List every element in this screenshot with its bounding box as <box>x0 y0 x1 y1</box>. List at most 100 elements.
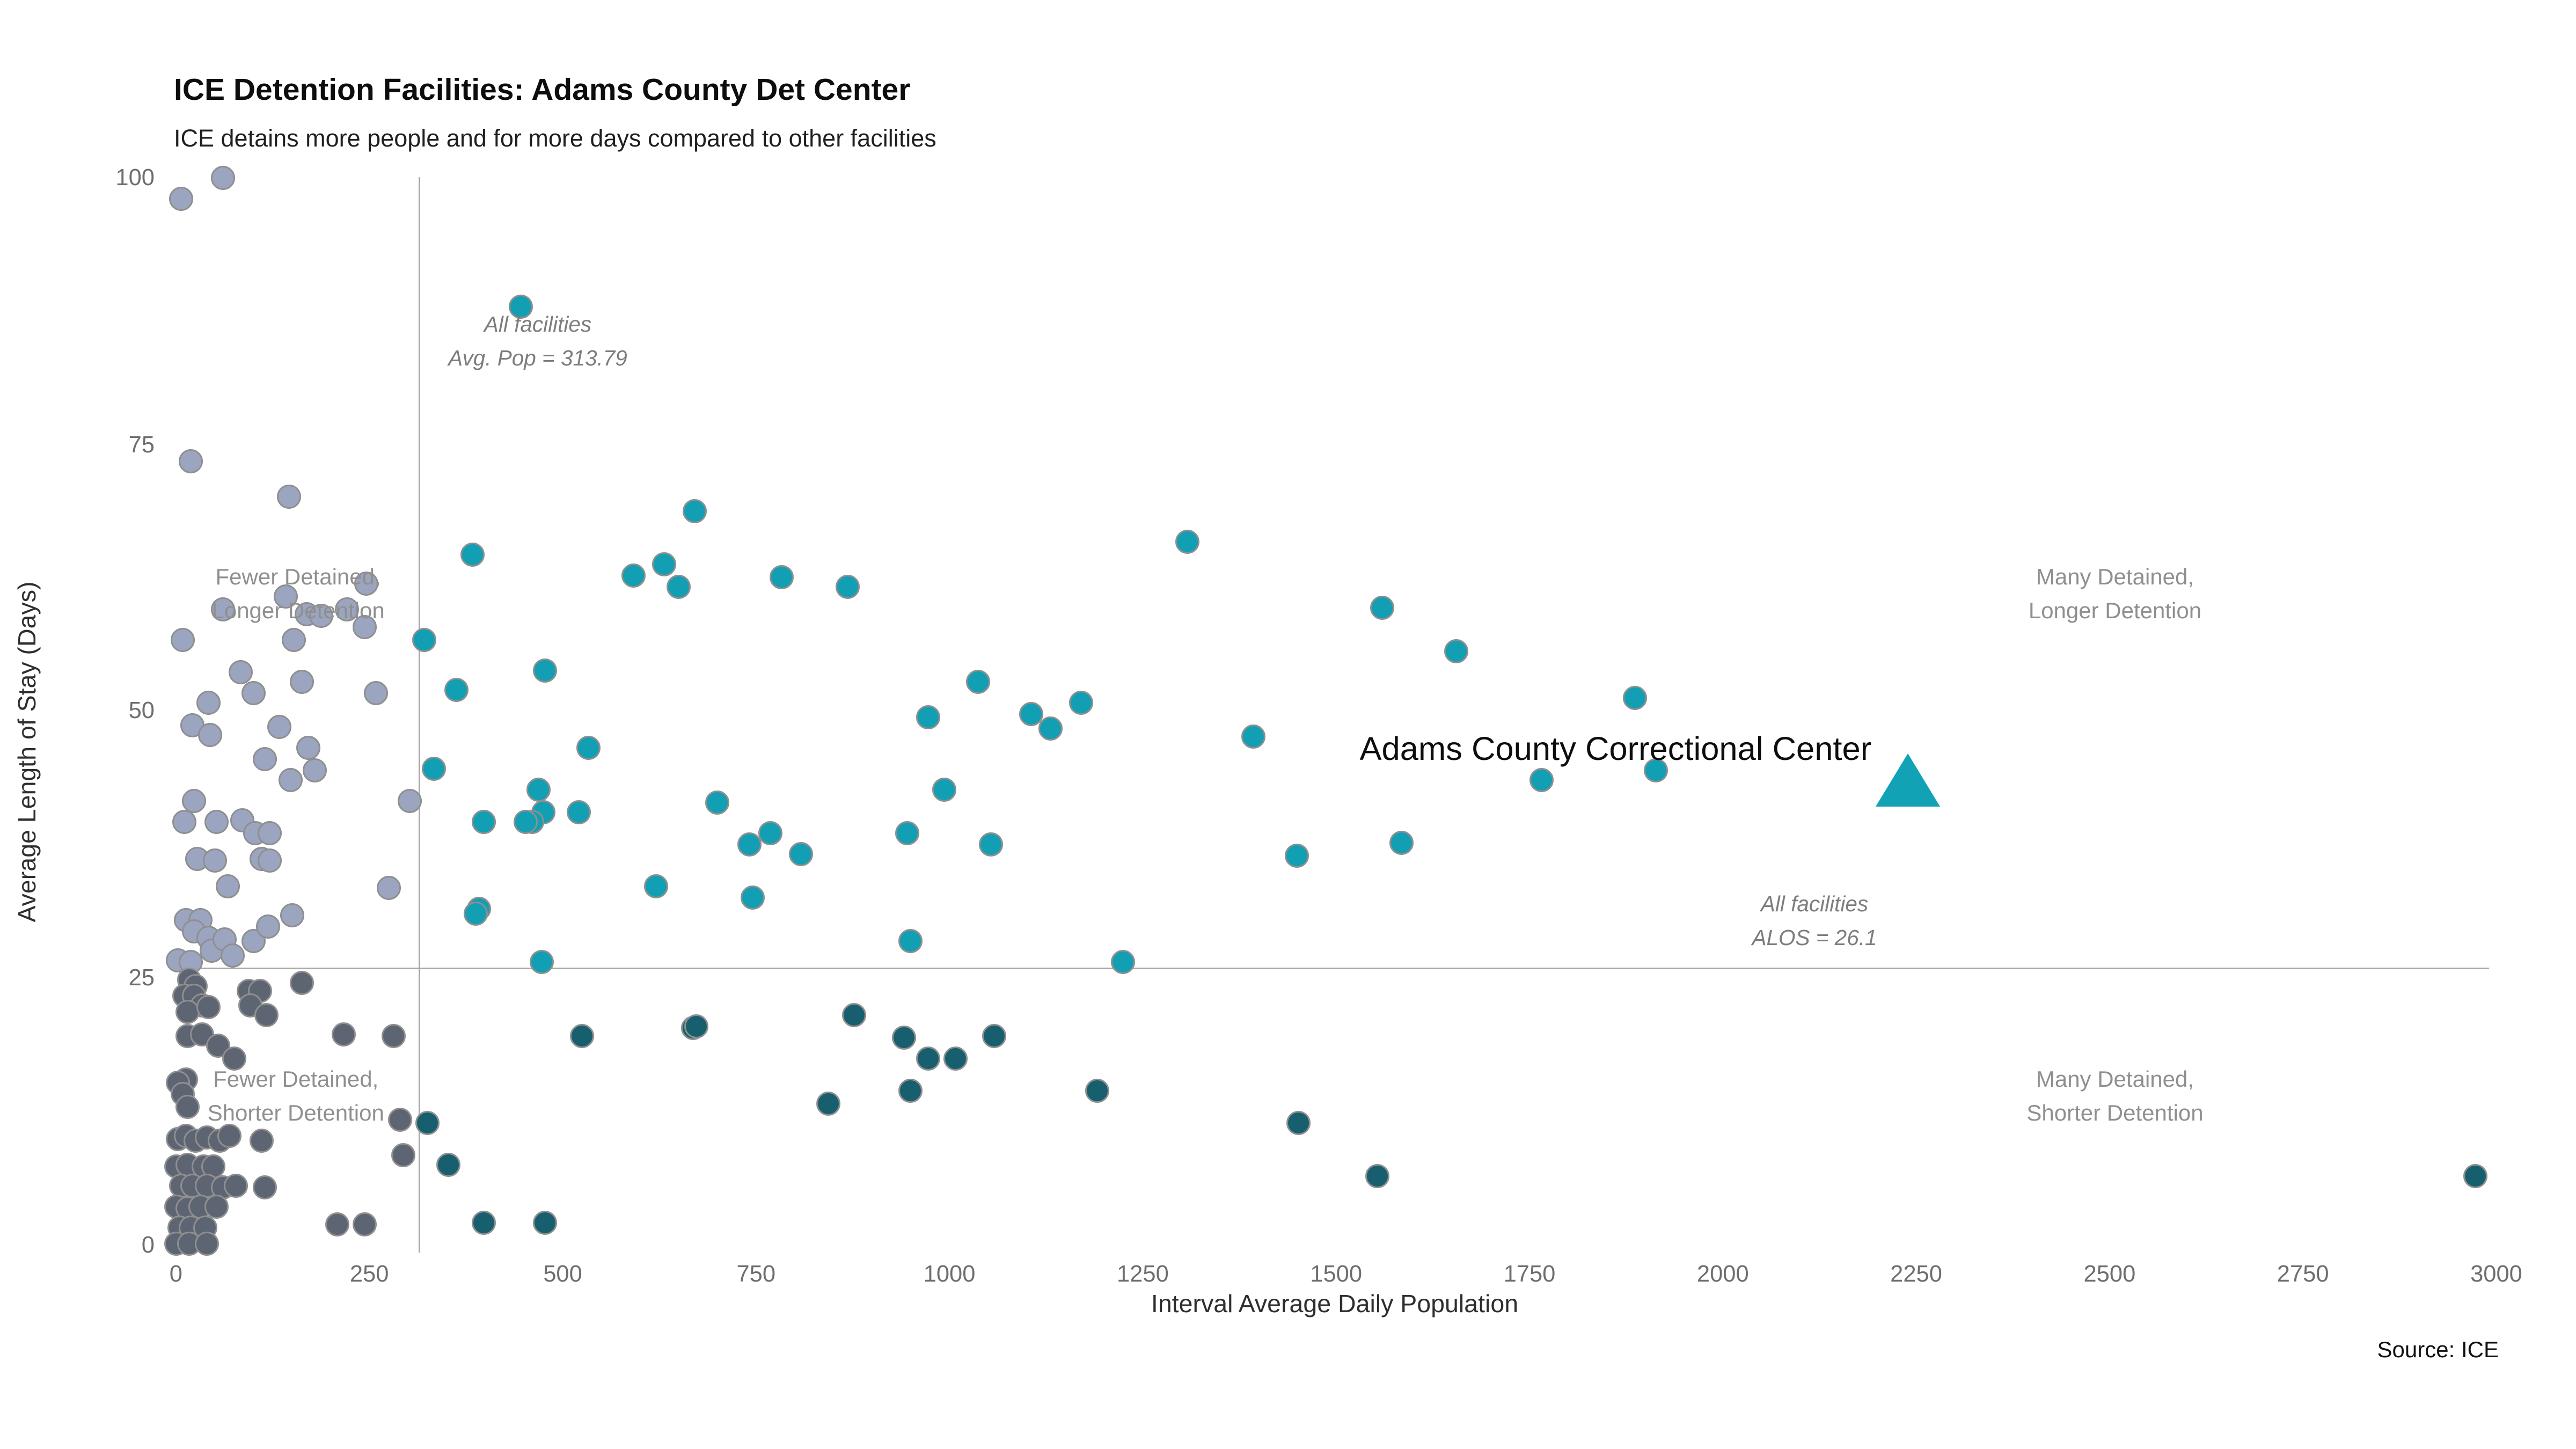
scatter-point-many-longer-teal[interactable] <box>835 574 860 598</box>
scatter-point-many-longer-teal[interactable] <box>643 874 668 898</box>
scatter-point-many-longer-teal[interactable] <box>682 499 706 524</box>
scatter-point-fewer-shorter-gray[interactable] <box>382 1023 406 1048</box>
scatter-point-many-shorter-darkteal[interactable] <box>683 1014 708 1038</box>
scatter-point-many-longer-teal[interactable] <box>1175 529 1199 554</box>
scatter-point-many-longer-teal[interactable] <box>737 832 762 857</box>
scatter-point-fewer-longer-gray[interactable] <box>257 822 282 846</box>
scatter-point-fewer-longer-gray[interactable] <box>280 903 305 927</box>
scatter-point-fewer-longer-gray[interactable] <box>279 768 304 793</box>
scatter-point-many-longer-teal[interactable] <box>741 884 765 909</box>
scatter-point-many-longer-teal[interactable] <box>978 832 1002 857</box>
scatter-point-fewer-longer-gray[interactable] <box>267 715 291 740</box>
scatter-point-fewer-longer-gray[interactable] <box>202 848 227 873</box>
scatter-point-fewer-shorter-gray[interactable] <box>175 1000 200 1024</box>
scatter-point-fewer-longer-gray[interactable] <box>171 810 196 835</box>
scatter-point-many-longer-teal[interactable] <box>422 757 447 781</box>
scatter-point-fewer-longer-gray[interactable] <box>169 187 193 212</box>
scatter-point-many-shorter-darkteal[interactable] <box>916 1046 941 1071</box>
scatter-point-many-shorter-darkteal[interactable] <box>436 1153 460 1177</box>
scatter-point-fewer-longer-gray[interactable] <box>257 848 282 873</box>
scatter-point-many-longer-teal[interactable] <box>788 842 813 867</box>
scatter-point-fewer-longer-gray[interactable] <box>230 808 255 832</box>
scatter-point-many-longer-teal[interactable] <box>705 789 730 814</box>
scatter-point-fewer-shorter-gray[interactable] <box>175 1094 200 1118</box>
scatter-point-many-longer-teal[interactable] <box>965 670 990 694</box>
scatter-point-many-shorter-darkteal[interactable] <box>942 1046 967 1071</box>
scatter-point-fewer-shorter-gray[interactable] <box>332 1022 356 1047</box>
scatter-point-many-longer-teal[interactable] <box>460 542 485 567</box>
scatter-point-fewer-longer-gray[interactable] <box>228 659 253 684</box>
scatter-point-many-shorter-darkteal[interactable] <box>891 1026 916 1050</box>
scatter-point-many-shorter-darkteal[interactable] <box>570 1024 595 1049</box>
scatter-point-many-longer-teal[interactable] <box>621 563 646 588</box>
scatter-point-many-longer-teal[interactable] <box>1444 639 1469 664</box>
scatter-point-many-longer-teal[interactable] <box>576 735 601 760</box>
scatter-point-fewer-longer-gray[interactable] <box>199 938 224 963</box>
scatter-point-fewer-longer-gray[interactable] <box>377 875 402 899</box>
scatter-point-fewer-longer-gray[interactable] <box>282 628 306 653</box>
scatter-point-fewer-longer-gray[interactable] <box>197 723 222 748</box>
scatter-point-fewer-shorter-gray[interactable] <box>223 1173 248 1198</box>
scatter-point-fewer-shorter-gray[interactable] <box>353 1212 377 1237</box>
scatter-point-fewer-shorter-gray[interactable] <box>289 971 313 996</box>
scatter-point-fewer-shorter-gray[interactable] <box>195 1231 219 1255</box>
scatter-point-many-longer-teal[interactable] <box>1389 831 1414 856</box>
scatter-point-many-longer-teal[interactable] <box>529 950 553 975</box>
scatter-point-many-longer-teal[interactable] <box>463 901 488 925</box>
scatter-point-fewer-shorter-gray[interactable] <box>391 1143 416 1168</box>
scatter-point-fewer-shorter-gray[interactable] <box>252 1175 276 1200</box>
scatter-point-fewer-longer-gray[interactable] <box>276 484 301 509</box>
scatter-point-fewer-shorter-gray[interactable] <box>325 1212 349 1237</box>
scatter-point-fewer-longer-gray[interactable] <box>255 914 280 939</box>
scatter-point-fewer-longer-gray[interactable] <box>215 874 240 898</box>
scatter-point-many-longer-teal[interactable] <box>508 294 532 319</box>
scatter-point-fewer-longer-gray[interactable] <box>296 735 320 760</box>
scatter-point-many-longer-teal[interactable] <box>1370 595 1394 620</box>
scatter-point-many-longer-teal[interactable] <box>916 704 940 729</box>
scatter-point-many-shorter-darkteal[interactable] <box>416 1111 441 1136</box>
scatter-point-many-longer-teal[interactable] <box>932 777 957 801</box>
scatter-point-fewer-longer-gray[interactable] <box>204 810 229 835</box>
scatter-point-fewer-shorter-gray[interactable] <box>388 1108 413 1132</box>
scatter-point-fewer-shorter-gray[interactable] <box>217 1124 241 1148</box>
scatter-point-many-longer-teal[interactable] <box>566 800 590 825</box>
scatter-point-many-shorter-darkteal[interactable] <box>816 1091 841 1115</box>
scatter-point-many-longer-teal[interactable] <box>444 677 469 702</box>
scatter-point-fewer-longer-gray[interactable] <box>241 680 266 705</box>
scatter-point-fewer-longer-gray[interactable] <box>211 596 236 621</box>
scatter-point-fewer-longer-gray[interactable] <box>253 747 277 772</box>
scatter-point-fewer-longer-gray[interactable] <box>290 669 314 693</box>
scatter-point-many-longer-teal[interactable] <box>895 822 920 846</box>
scatter-point-fewer-longer-gray[interactable] <box>363 680 388 705</box>
scatter-point-many-longer-teal[interactable] <box>653 552 677 577</box>
scatter-point-fewer-longer-gray[interactable] <box>196 690 221 715</box>
scatter-point-many-shorter-darkteal[interactable] <box>532 1210 557 1235</box>
scatter-point-many-longer-teal[interactable] <box>1623 685 1648 709</box>
scatter-point-many-shorter-darkteal[interactable] <box>982 1024 1007 1049</box>
scatter-point-many-shorter-darkteal[interactable] <box>1286 1110 1311 1135</box>
scatter-point-fewer-longer-gray[interactable] <box>210 166 235 191</box>
scatter-point-fewer-longer-gray[interactable] <box>355 570 379 595</box>
scatter-point-many-longer-teal[interactable] <box>769 564 794 589</box>
scatter-point-many-longer-teal[interactable] <box>898 928 923 953</box>
scatter-point-fewer-longer-gray[interactable] <box>309 604 334 628</box>
scatter-point-many-shorter-darkteal[interactable] <box>2462 1165 2487 1189</box>
scatter-point-fewer-shorter-gray[interactable] <box>204 1194 229 1219</box>
scatter-point-many-longer-teal[interactable] <box>667 574 691 598</box>
scatter-point-many-longer-teal[interactable] <box>532 658 557 683</box>
scatter-point-many-longer-teal[interactable] <box>1037 716 1062 741</box>
scatter-point-many-shorter-darkteal[interactable] <box>1365 1165 1390 1189</box>
scatter-point-many-longer-teal[interactable] <box>1644 757 1668 782</box>
scatter-point-many-longer-teal[interactable] <box>472 809 497 833</box>
scatter-point-many-longer-teal[interactable] <box>1241 724 1265 749</box>
scatter-point-fewer-longer-gray[interactable] <box>182 788 207 813</box>
scatter-point-fewer-longer-gray[interactable] <box>334 596 359 621</box>
scatter-point-fewer-shorter-gray[interactable] <box>222 1046 247 1071</box>
scatter-point-many-longer-teal[interactable] <box>1111 950 1136 975</box>
scatter-point-many-shorter-darkteal[interactable] <box>841 1003 866 1028</box>
scatter-point-fewer-shorter-gray[interactable] <box>196 994 221 1019</box>
scatter-point-many-longer-teal[interactable] <box>1284 843 1309 868</box>
scatter-point-fewer-longer-gray[interactable] <box>170 627 194 652</box>
scatter-point-many-longer-teal[interactable] <box>758 822 782 846</box>
scatter-point-fewer-longer-gray[interactable] <box>302 757 327 782</box>
